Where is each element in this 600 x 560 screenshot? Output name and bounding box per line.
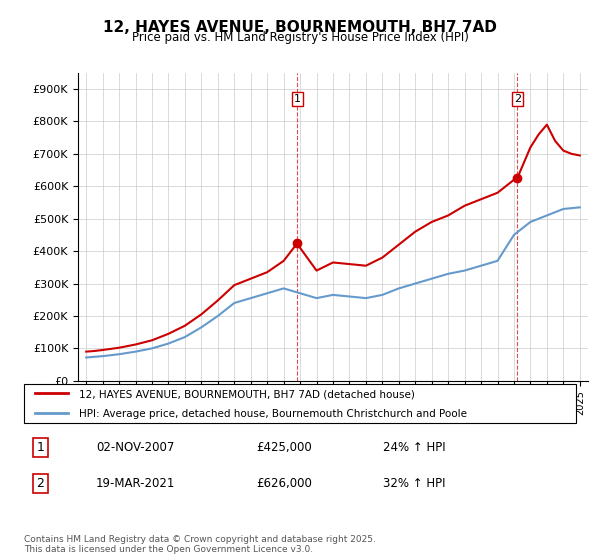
Text: £626,000: £626,000 xyxy=(256,477,312,490)
Text: 12, HAYES AVENUE, BOURNEMOUTH, BH7 7AD (detached house): 12, HAYES AVENUE, BOURNEMOUTH, BH7 7AD (… xyxy=(79,390,415,400)
Text: 2: 2 xyxy=(514,94,521,104)
Text: 1: 1 xyxy=(294,94,301,104)
Text: 24% ↑ HPI: 24% ↑ HPI xyxy=(383,441,445,454)
Text: HPI: Average price, detached house, Bournemouth Christchurch and Poole: HPI: Average price, detached house, Bour… xyxy=(79,409,467,419)
FancyBboxPatch shape xyxy=(24,384,576,423)
Text: 02-NOV-2007: 02-NOV-2007 xyxy=(96,441,174,454)
Text: 32% ↑ HPI: 32% ↑ HPI xyxy=(383,477,445,490)
Text: 2: 2 xyxy=(37,477,44,490)
Text: 1: 1 xyxy=(37,441,44,454)
Text: Contains HM Land Registry data © Crown copyright and database right 2025.
This d: Contains HM Land Registry data © Crown c… xyxy=(24,535,376,554)
Text: 19-MAR-2021: 19-MAR-2021 xyxy=(96,477,175,490)
Text: 12, HAYES AVENUE, BOURNEMOUTH, BH7 7AD: 12, HAYES AVENUE, BOURNEMOUTH, BH7 7AD xyxy=(103,20,497,35)
Text: Price paid vs. HM Land Registry's House Price Index (HPI): Price paid vs. HM Land Registry's House … xyxy=(131,31,469,44)
Text: £425,000: £425,000 xyxy=(256,441,311,454)
